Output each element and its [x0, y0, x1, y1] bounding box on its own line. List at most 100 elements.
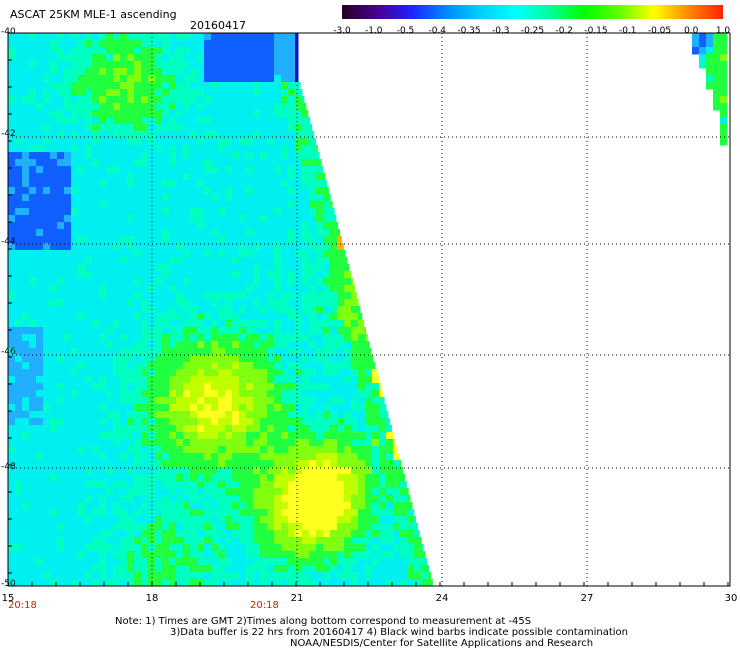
swath-cell	[22, 362, 30, 370]
swath-cell	[295, 250, 303, 258]
swath-cell	[50, 222, 58, 230]
swath-cell	[15, 75, 23, 83]
swath-cell	[169, 523, 177, 531]
swath-cell	[99, 159, 107, 167]
swath-cell	[281, 68, 289, 76]
swath-cell	[8, 348, 16, 356]
swath-cell	[162, 201, 170, 209]
swath-cell	[148, 523, 156, 531]
swath-cell	[302, 369, 310, 377]
swath-cell	[344, 418, 352, 426]
swath-cell	[720, 82, 728, 90]
swath-cell	[260, 565, 268, 573]
swath-cell	[71, 208, 79, 216]
swath-cell	[43, 82, 51, 90]
swath-cell	[64, 54, 72, 62]
swath-cell	[113, 166, 121, 174]
swath-cell	[155, 96, 163, 104]
swath-cell	[190, 446, 198, 454]
swath-cell	[246, 495, 254, 503]
swath-cell	[127, 82, 135, 90]
map-frame	[7, 32, 731, 587]
swath-cell	[211, 327, 219, 335]
swath-cell	[225, 159, 233, 167]
swath-cell	[43, 460, 51, 468]
swath-cell	[43, 523, 51, 531]
swath-cell	[134, 306, 142, 314]
swath-cell	[15, 516, 23, 524]
swath-cell	[267, 474, 275, 482]
swath-cell	[22, 495, 30, 503]
swath-cell	[337, 467, 345, 475]
swath-cell	[260, 523, 268, 531]
swath-cell	[50, 257, 58, 265]
swath-cell	[50, 33, 58, 41]
swath-cell	[218, 208, 226, 216]
swath-cell	[50, 89, 58, 97]
swath-cell	[211, 306, 219, 314]
swath-cell	[358, 474, 366, 482]
swath-cell	[169, 187, 177, 195]
swath-cell	[372, 516, 380, 524]
swath-cell	[288, 558, 296, 566]
swath-cell	[309, 264, 317, 272]
swath-cell	[358, 313, 363, 321]
swath-cell	[57, 47, 65, 55]
swath-cell	[232, 369, 240, 377]
swath-cell	[302, 103, 307, 111]
swath-cell	[302, 404, 310, 412]
swath-cell	[218, 47, 226, 55]
swath-cell	[225, 194, 233, 202]
swath-cell	[92, 299, 100, 307]
swath-cell	[134, 117, 142, 125]
swath-cell	[78, 320, 86, 328]
swath-cell	[106, 173, 114, 181]
swath-cell	[267, 103, 275, 111]
swath-cell	[295, 495, 303, 503]
swath-cell	[281, 194, 289, 202]
swath-cell	[148, 187, 156, 195]
swath-cell	[323, 544, 331, 552]
swath-cell	[99, 418, 107, 426]
swath-cell	[232, 229, 240, 237]
swath-cell	[309, 236, 317, 244]
swath-cell	[239, 348, 247, 356]
swath-cell	[36, 271, 44, 279]
swath-cell	[92, 523, 100, 531]
swath-cell	[288, 390, 296, 398]
swath-cell	[71, 544, 79, 552]
swath-cell	[127, 320, 135, 328]
swath-cell	[239, 250, 247, 258]
swath-cell	[204, 523, 212, 531]
swath-cell	[309, 453, 317, 461]
swath-cell	[713, 61, 721, 69]
swath-cell	[99, 390, 107, 398]
swath-cell	[337, 390, 345, 398]
swath-cell	[141, 103, 149, 111]
swath-cell	[162, 145, 170, 153]
swath-cell	[358, 509, 366, 517]
swath-cell	[120, 411, 128, 419]
swath-cell	[36, 474, 44, 482]
swath-cell	[176, 432, 184, 440]
swath-cell	[421, 544, 424, 552]
swath-cell	[246, 446, 254, 454]
swath-cell	[169, 278, 177, 286]
swath-cell	[36, 222, 44, 230]
swath-cell	[204, 201, 212, 209]
swath-cell	[155, 439, 163, 447]
swath-cell	[309, 278, 317, 286]
swath-cell	[169, 173, 177, 181]
swath-cell	[15, 530, 23, 538]
swath-cell	[134, 390, 142, 398]
swath-cell	[211, 145, 219, 153]
swath-cell	[141, 187, 149, 195]
swath-cell	[267, 516, 275, 524]
swath-cell	[267, 530, 275, 538]
swath-cell	[29, 89, 37, 97]
swath-cell	[204, 229, 212, 237]
swath-cell	[148, 257, 156, 265]
swath-cell	[22, 138, 30, 146]
swath-cell	[113, 432, 121, 440]
swath-cell	[50, 264, 58, 272]
